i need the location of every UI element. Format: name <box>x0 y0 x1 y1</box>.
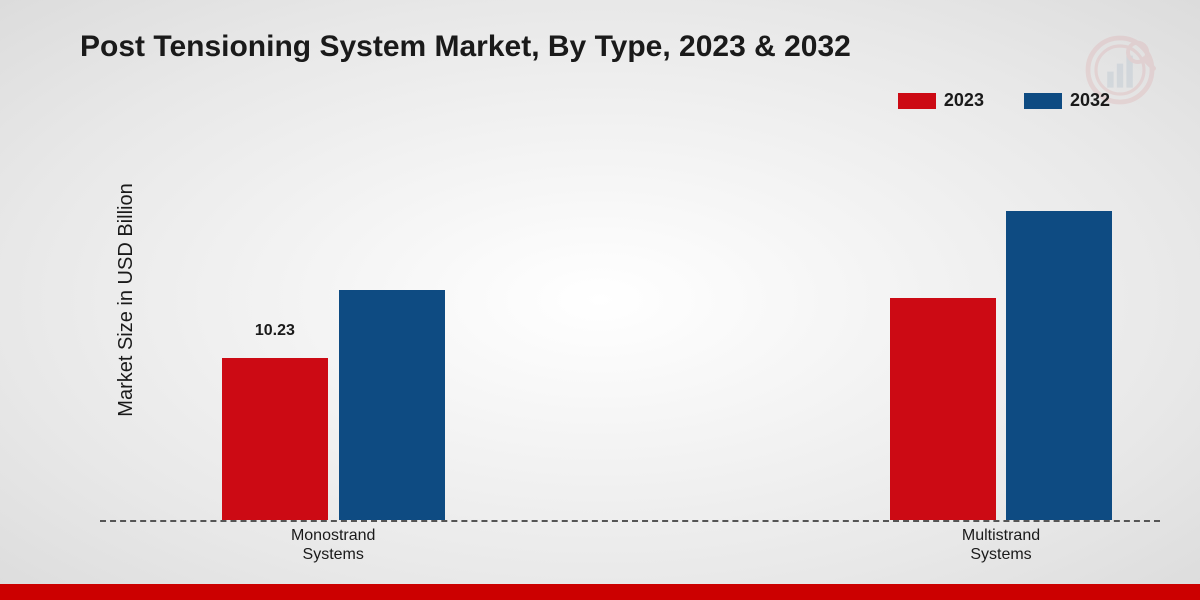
bar-multistrand-2023 <box>890 298 996 520</box>
chart-canvas: Post Tensioning System Market, By Type, … <box>0 0 1200 600</box>
legend-label-2023: 2023 <box>944 90 984 111</box>
legend-item-2023: 2023 <box>898 90 984 111</box>
legend-label-2032: 2032 <box>1070 90 1110 111</box>
category-label-monostrand: MonostrandSystems <box>291 526 376 564</box>
bar-label-monostrand-2023: 10.23 <box>255 322 295 340</box>
legend-swatch-2023 <box>898 93 936 109</box>
bar-monostrand-2023 <box>222 358 328 520</box>
category-label-multistrand: MultistrandSystems <box>962 526 1040 564</box>
bar-monostrand-2032 <box>339 290 445 520</box>
baseline <box>100 520 1160 522</box>
legend: 2023 2032 <box>898 90 1110 111</box>
chart-title: Post Tensioning System Market, By Type, … <box>80 30 851 64</box>
legend-item-2032: 2032 <box>1024 90 1110 111</box>
footer-stripe <box>0 584 1200 600</box>
bar-multistrand-2032 <box>1006 211 1112 520</box>
plot-area: 10.23 MonostrandSystems MultistrandSyste… <box>100 140 1160 520</box>
legend-swatch-2032 <box>1024 93 1062 109</box>
